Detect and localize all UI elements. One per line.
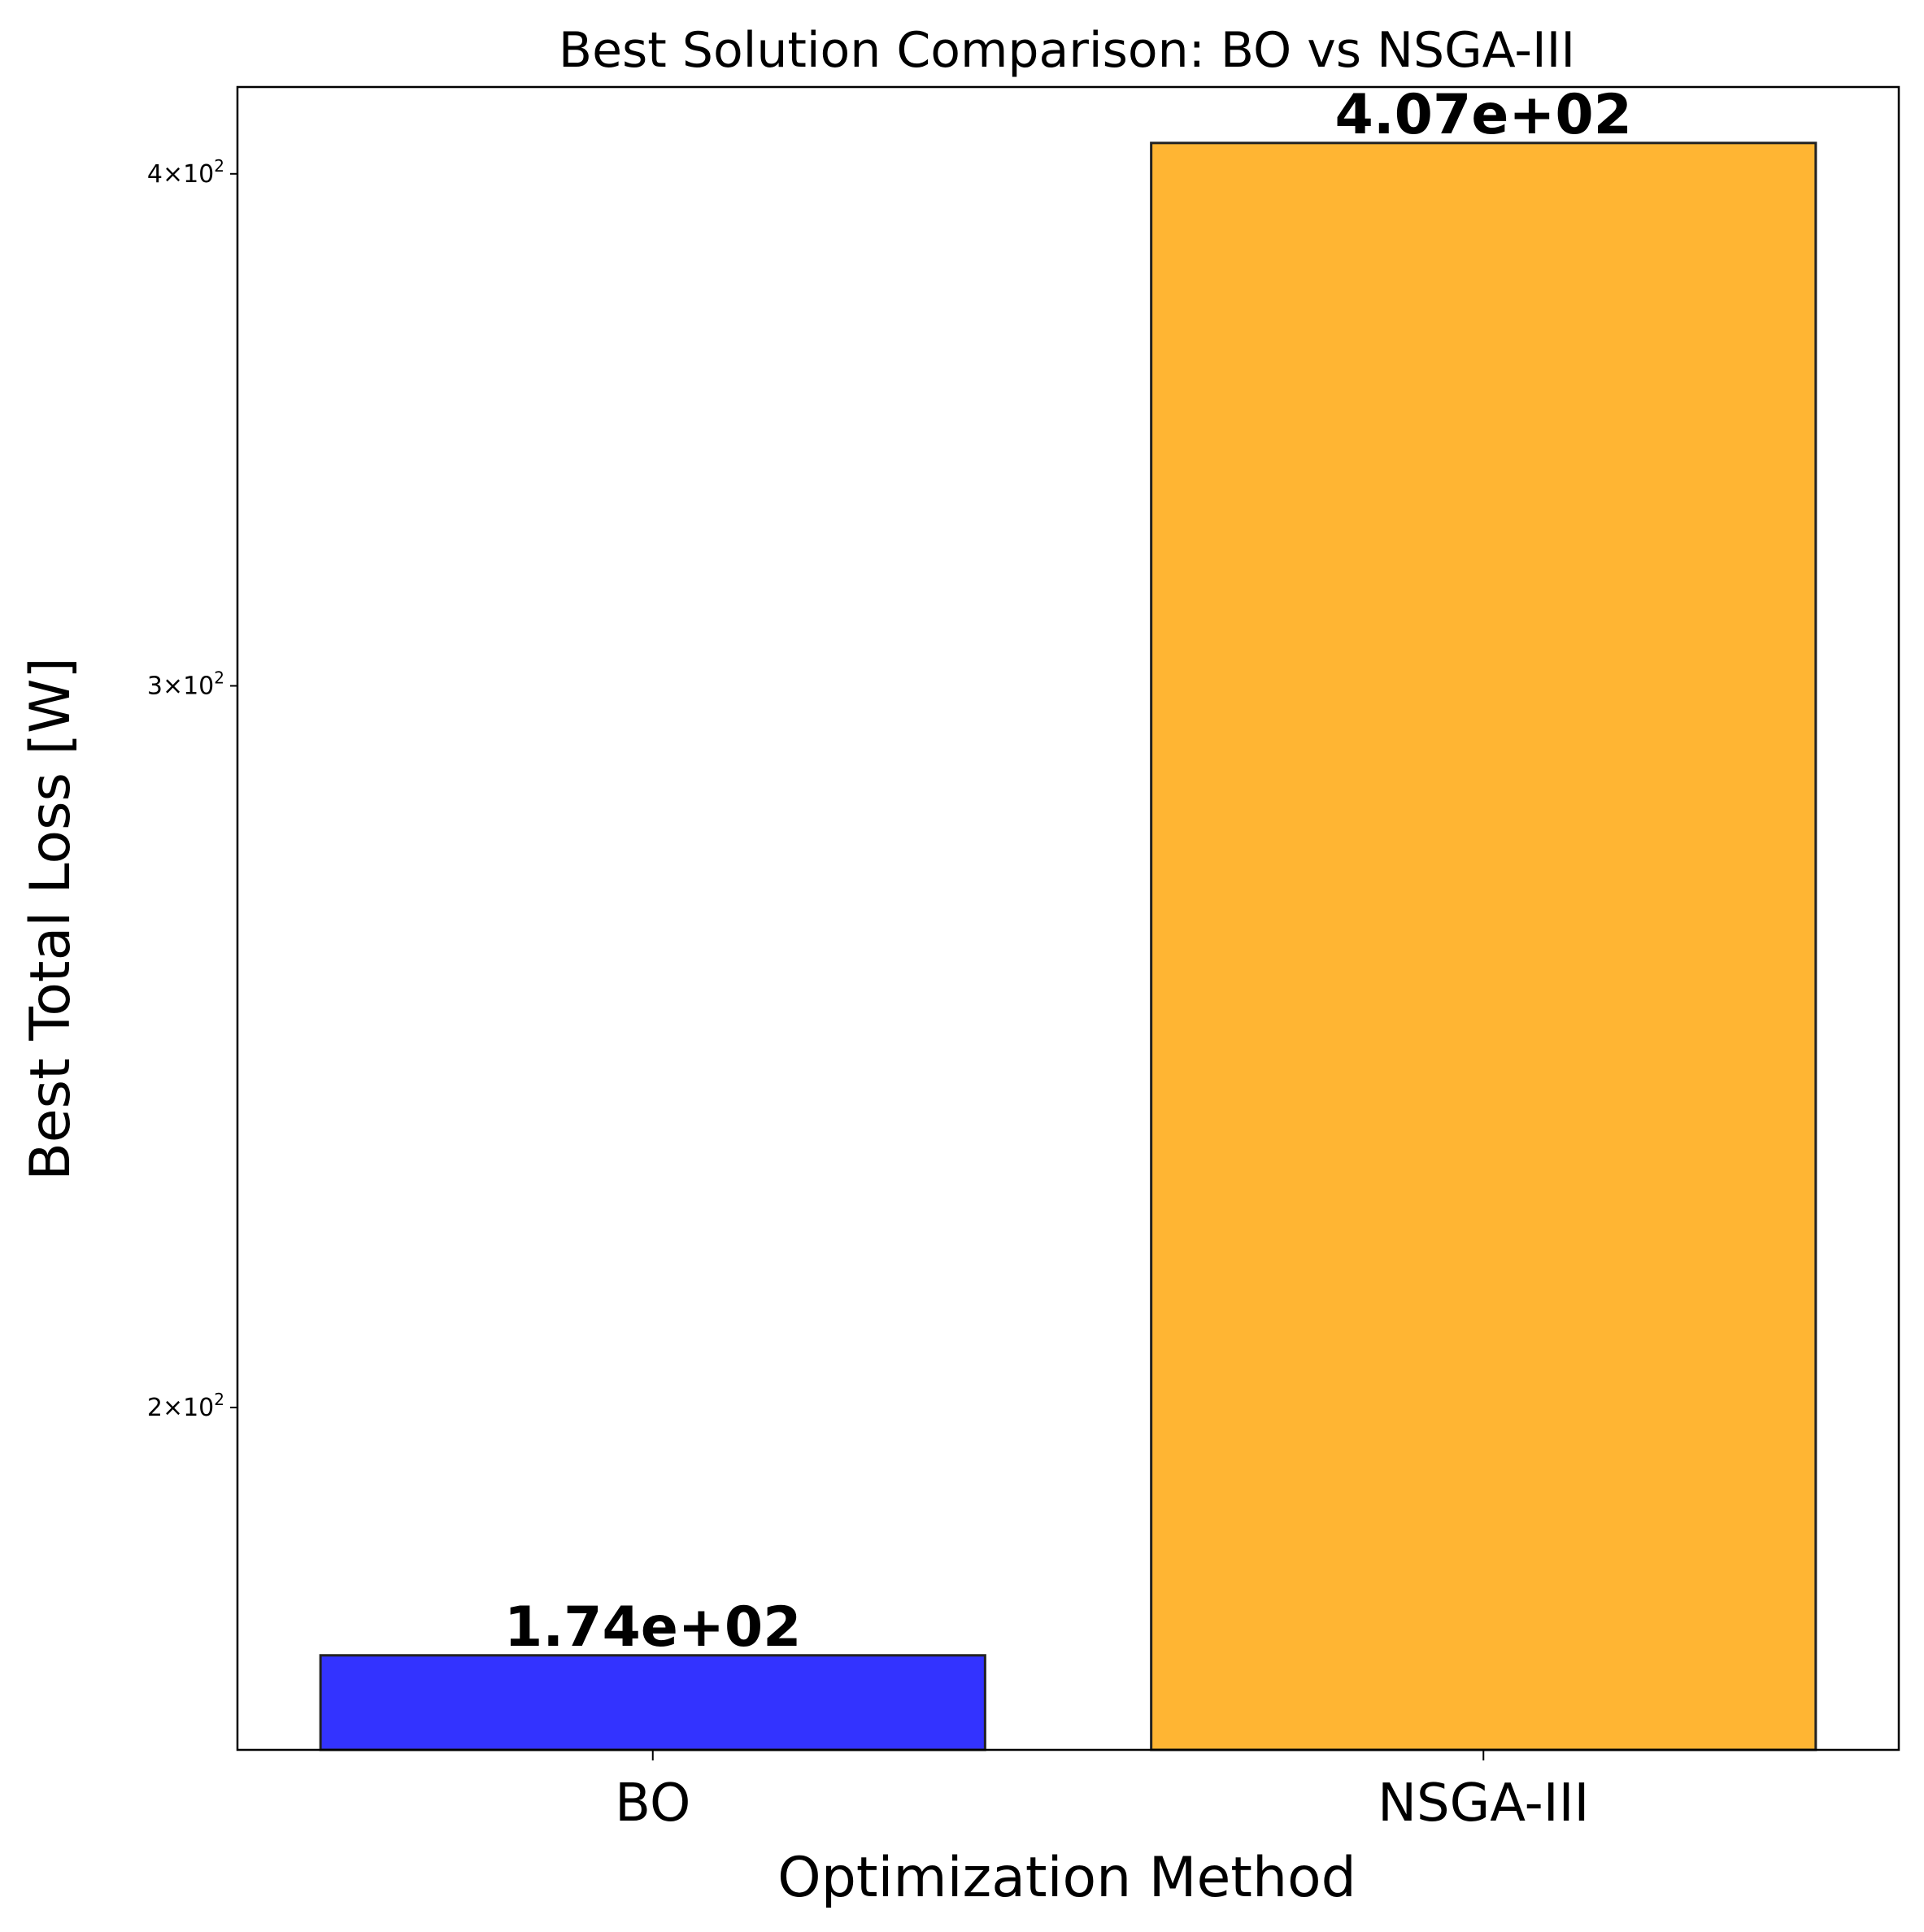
bars-group xyxy=(319,141,1817,1751)
data-label-bo: 1.74e+02 xyxy=(504,1595,802,1660)
chart-title: Best Solution Comparison: BO vs NSGA-III xyxy=(559,22,1575,79)
bar-bo xyxy=(319,1654,986,1751)
y-tick-label: 3×102 xyxy=(147,668,224,700)
y-tick-label: 4×102 xyxy=(147,156,224,189)
x-axis-ticks: BO NSGA-III xyxy=(615,1750,1589,1834)
x-tick-label: BO xyxy=(615,1773,690,1834)
plot-frame xyxy=(236,85,1900,1751)
x-tick-label: NSGA-III xyxy=(1378,1773,1589,1834)
y-axis-label: Best Total Loss [W] xyxy=(19,657,83,1181)
bar-nsga-iii xyxy=(1150,141,1817,1751)
data-labels-group: 1.74e+02 4.07e+02 xyxy=(504,83,1632,1660)
data-label-nsga-iii: 4.07e+02 xyxy=(1335,83,1633,147)
y-tick-label: 2×102 xyxy=(147,1390,224,1422)
x-axis-label: Optimization Method xyxy=(777,1846,1356,1910)
y-axis-ticks: 2×102 3×102 4×102 xyxy=(147,156,237,1422)
